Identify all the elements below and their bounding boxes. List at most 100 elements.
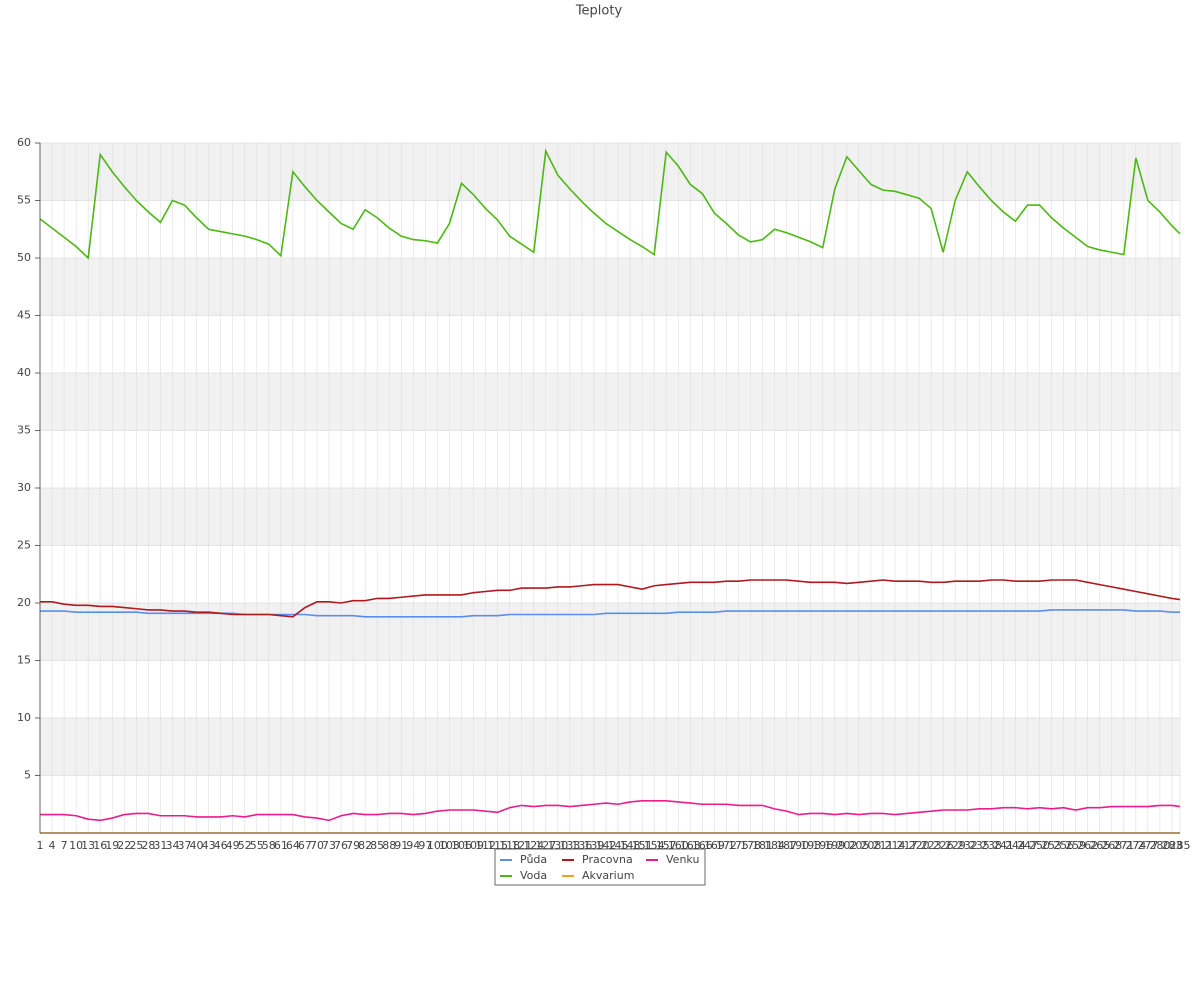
y-tick-label: 5 (24, 769, 31, 782)
series-line (40, 579, 1181, 618)
series-line (39, 148, 1181, 260)
grid-band (40, 143, 1180, 201)
x-tick-label: 7 (61, 839, 68, 852)
x-tick-label: 19 (105, 839, 119, 852)
grid-band (40, 258, 1180, 316)
x-tick-label: 148 (620, 839, 641, 852)
x-tick-label: 1 (37, 839, 44, 852)
legend-label: Půda (520, 853, 547, 866)
y-tick-label: 35 (17, 424, 31, 437)
legend-label: Venku (666, 853, 699, 866)
x-tick-label: 52 (238, 839, 252, 852)
x-tick-label: 271 (1113, 839, 1134, 852)
x-tick-label: 43 (202, 839, 216, 852)
x-tick-label: 181 (752, 839, 773, 852)
x-tick-label: 268 (1101, 839, 1122, 852)
x-tick-label: 256 (1053, 839, 1074, 852)
x-tick-label: 166 (692, 839, 713, 852)
grid-band (40, 718, 1180, 776)
x-tick-label: 193 (800, 839, 821, 852)
y-tick-label: 60 (17, 136, 31, 149)
x-tick-label: 190 (788, 839, 809, 852)
x-tick-label: 220 (909, 839, 930, 852)
x-tick-label: 145 (608, 839, 629, 852)
x-tick-label: 285 (1170, 839, 1191, 852)
x-tick-label: 172 (716, 839, 737, 852)
x-tick-label: 280 (1149, 839, 1170, 852)
legend-box (494, 848, 706, 886)
y-tick-label: 50 (17, 251, 31, 264)
x-tick-label: 157 (656, 839, 677, 852)
x-tick-label: 178 (740, 839, 761, 852)
x-tick-label: 139 (583, 839, 604, 852)
x-tick-label: 79 (346, 839, 360, 852)
x-tick-label: 28 (141, 839, 155, 852)
x-tick-label: 100 (427, 839, 448, 852)
x-tick-label: 217 (897, 839, 918, 852)
x-tick-label: 49 (226, 839, 240, 852)
x-tick-label: 58 (262, 839, 276, 852)
x-tick-label: 205 (848, 839, 869, 852)
x-tick-label: 22 (117, 839, 131, 852)
x-tick-label: 154 (644, 839, 665, 852)
x-tick-label: 223 (921, 839, 942, 852)
x-tick-label: 274 (1125, 839, 1146, 852)
y-tick-label: 40 (17, 366, 31, 379)
x-tick-label: 265 (1089, 839, 1110, 852)
x-tick-label: 112 (475, 839, 496, 852)
x-tick-label: 121 (511, 839, 532, 852)
y-tick-label: 20 (17, 596, 31, 609)
x-tick-label: 115 (487, 839, 508, 852)
x-tick-label: 118 (499, 839, 520, 852)
y-tick-label: 15 (17, 654, 31, 667)
x-tick-label: 226 (933, 839, 954, 852)
x-tick-label: 250 (1029, 839, 1050, 852)
x-tick-label: 259 (1065, 839, 1086, 852)
x-tick-label: 202 (836, 839, 857, 852)
y-tick-label: 25 (17, 539, 31, 552)
x-tick-label: 214 (885, 839, 906, 852)
x-tick-label: 40 (190, 839, 204, 852)
x-tick-label: 88 (382, 839, 396, 852)
grid-band (40, 373, 1180, 431)
grid-band (40, 488, 1180, 546)
x-tick-label: 169 (704, 839, 725, 852)
x-tick-label: 241 (993, 839, 1014, 852)
chart-title: Teploty (575, 4, 623, 19)
x-tick-label: 229 (945, 839, 966, 852)
x-tick-label: 76 (334, 839, 348, 852)
x-tick-label: 253 (1041, 839, 1062, 852)
x-tick-label: 34 (165, 839, 179, 852)
y-tick-label: 55 (17, 194, 31, 207)
x-tick-label: 10 (69, 839, 83, 852)
x-tick-label: 187 (776, 839, 797, 852)
x-tick-label: 31 (153, 839, 167, 852)
series-line (40, 609, 1180, 618)
x-tick-label: 103 (439, 839, 460, 852)
x-tick-label: 199 (824, 839, 845, 852)
x-tick-label: 25 (129, 839, 143, 852)
x-tick-label: 73 (322, 839, 336, 852)
x-tick-label: 67 (298, 839, 312, 852)
x-tick-label: 127 (535, 839, 556, 852)
x-tick-label: 61 (274, 839, 288, 852)
x-tick-label: 151 (632, 839, 653, 852)
x-tick-label: 184 (764, 839, 785, 852)
x-tick-label: 211 (872, 839, 893, 852)
x-tick-label: 133 (559, 839, 580, 852)
x-tick-label: 163 (680, 839, 701, 852)
x-tick-label: 124 (523, 839, 544, 852)
legend-label: Voda (520, 869, 547, 882)
x-tick-label: 283 (1161, 839, 1182, 852)
y-tick-label: 45 (17, 309, 31, 322)
x-tick-label: 46 (214, 839, 228, 852)
x-tick-label: 175 (728, 839, 749, 852)
x-tick-label: 232 (957, 839, 978, 852)
x-tick-label: 235 (969, 839, 990, 852)
x-tick-label: 94 (406, 839, 420, 852)
x-tick-label: 247 (1017, 839, 1038, 852)
x-tick-label: 82 (358, 839, 372, 852)
y-tick-label: 10 (17, 711, 31, 724)
x-tick-label: 97 (418, 839, 432, 852)
